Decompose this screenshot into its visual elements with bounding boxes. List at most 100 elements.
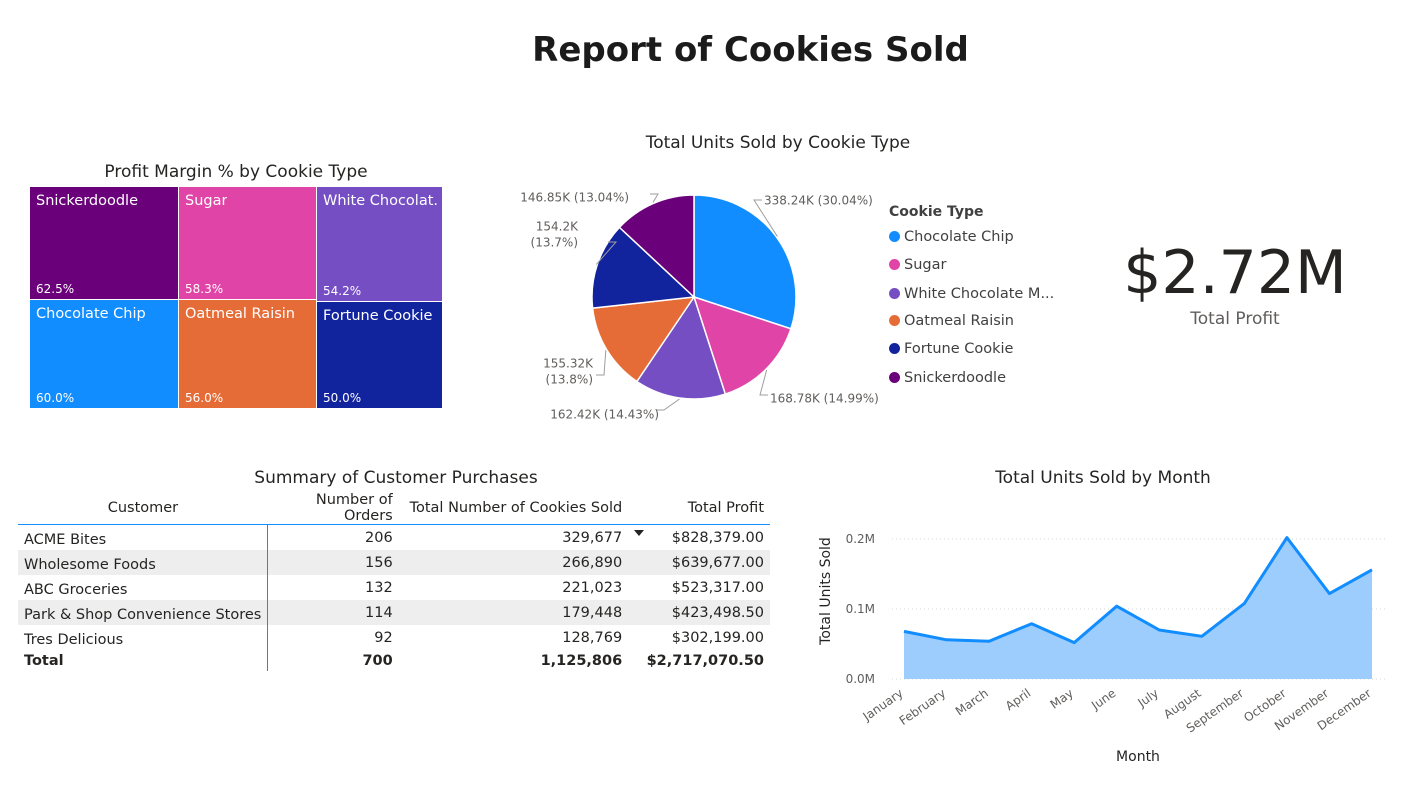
table-cell: Wholesome Foods [18, 550, 269, 575]
col-header-cookies-sold-label: Total Number of Cookies Sold [409, 500, 623, 516]
table-cell: 128,769 [562, 629, 623, 646]
x-tick-label: February [897, 686, 949, 728]
legend-item-sugar[interactable]: Sugar [889, 257, 946, 273]
pie-slice-snickerdoodle[interactable] [618, 194, 695, 299]
area-point-september[interactable] [1241, 600, 1247, 606]
pie-label-fortune-cookie: 154.2K [536, 220, 579, 234]
legend-item-chocolate-chip[interactable]: Chocolate Chip [889, 229, 1014, 245]
pie-leader-line [656, 398, 680, 411]
pie-label-oatmeal-raisin: 155.32K [543, 357, 594, 371]
pie-slice-fortune-cookie[interactable] [591, 226, 696, 309]
pie-title: Total Units Sold by Cookie Type [645, 133, 911, 153]
table-cell: 92 [374, 629, 393, 646]
x-tick-label: July [1134, 686, 1161, 710]
table-row[interactable]: ABC Groceries 132 221,023 $523,317.00 [18, 575, 770, 600]
table-cell: 132 [365, 579, 393, 596]
table-total-cell: Total [18, 650, 269, 671]
pie-label-white-chocolate-macadamia: 162.42K (14.43%) [550, 408, 659, 422]
pie-slice-white-chocolate-macadamia[interactable] [635, 295, 727, 400]
area-fill [904, 537, 1372, 679]
legend-item-fortune-cookie[interactable]: Fortune Cookie [889, 341, 1013, 357]
total-profit-value: $2.72M [1123, 238, 1347, 308]
x-tick-label: May [1048, 686, 1076, 712]
pie-label-snickerdoodle: 146.85K (13.04%) [520, 191, 629, 205]
pie-leader-line [753, 199, 778, 237]
y-tick-label: 0.1M [846, 602, 875, 616]
treemap-value: 50.0% [323, 391, 362, 405]
area-point-june[interactable] [1114, 603, 1120, 609]
treemap-value: 54.2% [323, 284, 362, 298]
treemap-cell-chocolate-chip[interactable]: Chocolate Chip 60.0% [30, 300, 178, 408]
pie-chart: 338.24K (30.04%) 168.78K (14.99%) 162.42K … [520, 191, 879, 422]
area-point-july[interactable] [1156, 627, 1162, 633]
treemap-value: 60.0% [36, 391, 75, 405]
pie-label-chocolate-chip: 338.24K (30.04%) [764, 194, 873, 208]
legend-title: Cookie Type [889, 204, 984, 220]
table-cell: $828,379.00 [671, 529, 764, 546]
area-point-march[interactable] [986, 638, 992, 644]
legend-item-white-chocolate-macadamia[interactable]: White Chocolate M... [889, 286, 1054, 302]
area-point-may[interactable] [1071, 640, 1077, 646]
x-tick-label: March [953, 686, 991, 718]
treemap-label: Sugar [185, 193, 228, 209]
legend-dot-icon [889, 343, 900, 354]
treemap-value: 56.0% [185, 391, 224, 405]
area-title: Total Units Sold by Month [995, 468, 1211, 488]
legend-label: Fortune Cookie [904, 341, 1014, 357]
area-point-august[interactable] [1199, 633, 1205, 639]
table-row[interactable]: ACME Bites 206 329,677 $828,379.00 [18, 524, 770, 550]
table-total-row: Total 700 1,125,806 $2,717,070.50 [18, 650, 770, 671]
x-axis-title: Month [1116, 749, 1160, 765]
treemap-label: Snickerdoodle [36, 193, 139, 209]
table-row[interactable]: Wholesome Foods 156 266,890 $639,677.00 [18, 550, 770, 575]
x-tick-label: April [1003, 686, 1034, 713]
legend-item-oatmeal-raisin[interactable]: Oatmeal Raisin [889, 313, 1014, 329]
legend-dot-icon [889, 315, 900, 326]
table-cell: 329,677 [562, 529, 623, 546]
pie-leader-line [596, 350, 607, 376]
table-cell: Park & Shop Convenience Stores [18, 600, 269, 625]
area-point-november[interactable] [1326, 591, 1332, 597]
treemap-cell-oatmeal-raisin[interactable]: Oatmeal Raisin 56.0% [179, 300, 316, 408]
area-point-april[interactable] [1029, 621, 1035, 627]
area-point-january[interactable] [901, 628, 907, 634]
treemap-label: Oatmeal Raisin [185, 306, 295, 322]
legend-dot-icon [889, 288, 900, 299]
area-point-december[interactable] [1369, 567, 1375, 573]
area-line [903, 536, 1373, 645]
col-header-orders[interactable]: Number of Orders [267, 492, 399, 525]
treemap-label: Chocolate Chip [36, 306, 146, 322]
legend-dot-icon [889, 231, 900, 242]
treemap-cell-fortune-cookie[interactable]: Fortune Cookie 50.0% [317, 302, 442, 408]
pie-label-pct-fortune-cookie: (13.7%) [531, 236, 578, 250]
table-total-cell: $2,717,070.50 [646, 652, 764, 669]
table-total-cell: 1,125,806 [540, 652, 623, 669]
report-title: Report of Cookies Sold [532, 30, 969, 70]
legend-label: Oatmeal Raisin [904, 313, 1014, 329]
treemap-cell-snickerdoodle[interactable]: Snickerdoodle 62.5% [30, 187, 178, 299]
col-header-customer[interactable]: Customer [18, 492, 268, 525]
col-header-cookies-sold[interactable]: Total Number of Cookies Sold [398, 492, 645, 536]
pie-slice-oatmeal-raisin[interactable] [591, 296, 696, 383]
legend-label: White Chocolate M... [904, 286, 1055, 302]
treemap-cell-sugar[interactable]: Sugar 58.3% [179, 187, 316, 299]
treemap-cell-white-chocolate-macadamia[interactable]: White Chocolat... 54.2% [317, 187, 442, 301]
legend-dot-icon [889, 372, 900, 383]
pie-leader-line [595, 241, 618, 265]
pie-slice-chocolate-chip[interactable] [693, 194, 797, 330]
table-row[interactable]: Park & Shop Convenience Stores 114 179,448… [18, 600, 770, 625]
treemap-value: 62.5% [36, 282, 75, 296]
table-cell: ABC Groceries [18, 575, 269, 600]
table-row[interactable]: Tres Delicious 92 128,769 $302,199.00 [18, 625, 770, 650]
legend-label: Snickerdoodle [904, 370, 1007, 386]
col-header-total-profit[interactable]: Total Profit [628, 492, 770, 525]
pie-label-pct-oatmeal-raisin: (13.8%) [546, 373, 593, 387]
legend-label: Chocolate Chip [904, 229, 1014, 245]
area-point-october[interactable] [1284, 535, 1290, 541]
area-point-february[interactable] [944, 637, 950, 643]
sort-desc-icon[interactable] [634, 530, 645, 536]
legend-item-snickerdoodle[interactable]: Snickerdoodle [889, 370, 1006, 386]
table-cell: 114 [267, 600, 399, 625]
total-profit-label: Total Profit [1190, 309, 1280, 329]
